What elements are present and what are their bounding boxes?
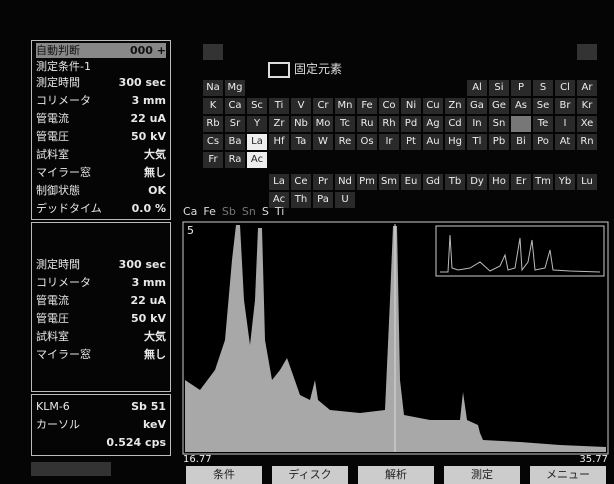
scale-label: 5: [187, 224, 194, 237]
menu-button[interactable]: メニュー: [530, 466, 606, 484]
spectrum: 5 16.77 35.77: [0, 0, 614, 484]
x-start: 16.77: [183, 454, 212, 465]
inset-frame: [436, 226, 604, 276]
page: body { margin: 0; width: 614px; height: …: [0, 0, 614, 484]
body: 自動判断 000 + 測定条件-1 測定時間300 secコリメータ3 mm管電…: [0, 0, 614, 484]
menu-button[interactable]: 解析: [358, 466, 434, 484]
menu-button[interactable]: 測定: [444, 466, 520, 484]
x-end: 35.77: [579, 454, 608, 465]
screen: 自動判断 000 + 測定条件-1 測定時間300 secコリメータ3 mm管電…: [0, 0, 614, 484]
menu-button[interactable]: 条件: [186, 466, 262, 484]
menu-button[interactable]: ディスク: [272, 466, 348, 484]
